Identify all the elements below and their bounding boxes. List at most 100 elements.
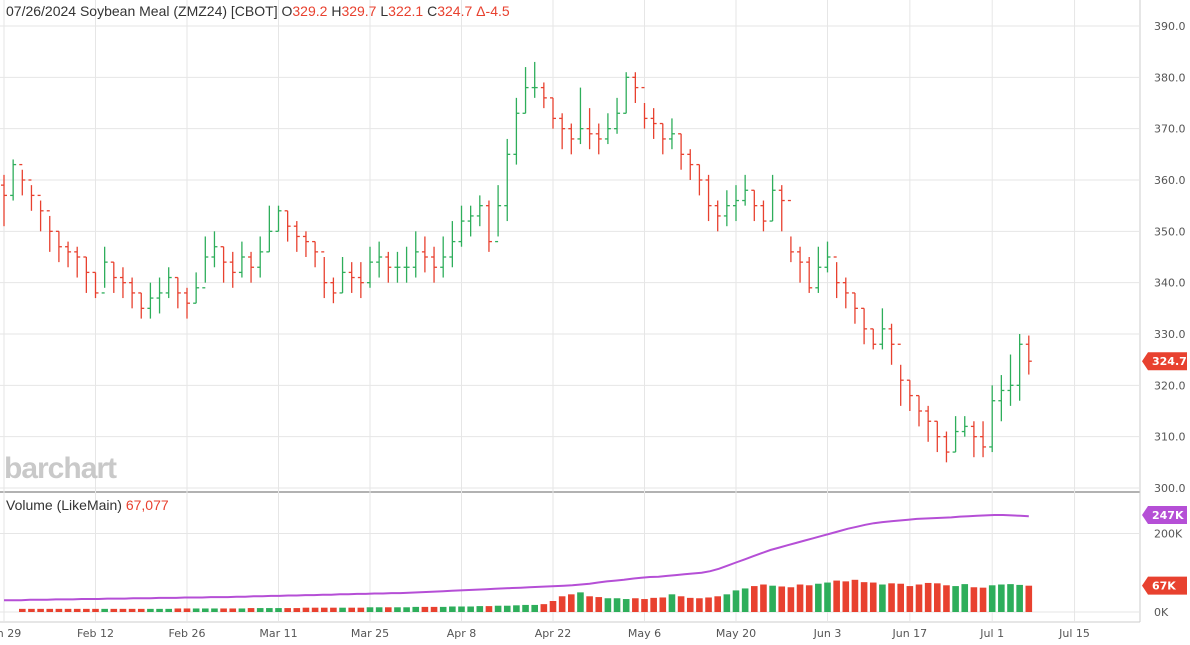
header-date: 07/26/2024 xyxy=(6,3,77,19)
price-bar xyxy=(760,200,767,232)
volume-bar xyxy=(549,601,557,612)
volume-tick-label: 200K xyxy=(1154,527,1183,540)
price-tick-label: 380.0 xyxy=(1154,71,1186,84)
volume-bar xyxy=(650,597,657,612)
volume-bar xyxy=(805,585,813,612)
price-bar xyxy=(586,108,593,150)
volume-bar xyxy=(192,608,200,612)
volume-bar xyxy=(302,607,310,612)
price-bar xyxy=(952,416,959,453)
volume-bar xyxy=(165,608,172,612)
price-bar xyxy=(119,267,126,299)
volume-bar xyxy=(888,583,895,612)
price-bar xyxy=(421,236,428,273)
date-tick-label: Jun 3 xyxy=(813,627,842,640)
volume-bar xyxy=(330,607,337,612)
volume-bar xyxy=(92,608,99,612)
price-bar xyxy=(861,307,868,345)
price-bar xyxy=(412,231,419,278)
price-bar xyxy=(668,118,675,150)
price-bar xyxy=(550,97,556,129)
price-bar xyxy=(1025,335,1032,375)
volume-bar xyxy=(449,606,456,612)
price-tick-label: 340.0 xyxy=(1154,277,1186,290)
price-bar xyxy=(632,72,639,103)
price-bar xyxy=(238,241,245,278)
price-bar xyxy=(19,163,26,196)
volume-bar xyxy=(375,607,383,612)
price-bar xyxy=(641,86,648,129)
price-bar xyxy=(165,267,172,299)
volume-bar xyxy=(229,608,237,612)
volume-bar xyxy=(686,597,694,612)
volume-bar xyxy=(568,594,575,612)
price-bar xyxy=(220,246,227,283)
price-bar xyxy=(650,108,657,139)
price-bar xyxy=(998,375,1005,422)
price-bar xyxy=(431,246,438,283)
price-bar xyxy=(595,123,602,155)
volume-bar xyxy=(403,607,410,612)
price-bar xyxy=(815,246,822,293)
volume-bar xyxy=(760,584,767,612)
price-bar xyxy=(467,205,474,237)
volume-bar xyxy=(439,606,447,612)
price-bar xyxy=(687,149,694,180)
price-bar xyxy=(888,323,895,365)
price-bar xyxy=(897,343,904,406)
price-bar xyxy=(229,251,236,288)
volume-bar xyxy=(485,606,493,612)
price-bar xyxy=(321,251,328,299)
volume-bar xyxy=(851,579,859,612)
volume-bar xyxy=(421,606,429,612)
price-bar xyxy=(824,241,831,273)
volume-bar xyxy=(641,599,648,612)
volume-bar xyxy=(211,608,218,612)
price-bar xyxy=(806,257,813,293)
volume-bar xyxy=(311,607,319,612)
price-bar xyxy=(138,292,145,319)
volume-bar xyxy=(970,587,978,612)
volume-bar xyxy=(156,608,163,612)
volume-bar xyxy=(476,606,484,612)
volume-bar xyxy=(394,607,401,612)
volume-bar xyxy=(202,608,209,612)
volume-last-tag: 67K xyxy=(1142,576,1187,595)
price-bar xyxy=(1,174,7,227)
price-bar xyxy=(906,379,913,411)
price-axis: 390.0 380.0 370.0 360.0 350.0 340.0 330.0 320.0… xyxy=(1154,20,1186,619)
header-change: -4.5 xyxy=(485,3,510,19)
price-bar xyxy=(623,72,630,114)
volume-bar xyxy=(19,608,26,612)
volume-bar xyxy=(668,594,676,612)
volume-bar xyxy=(842,581,850,612)
price-bar xyxy=(339,257,346,294)
price-bar xyxy=(989,385,996,453)
header-close-label: C xyxy=(427,3,438,19)
volume-average-tag-text: 247K xyxy=(1152,509,1184,522)
volume-bars xyxy=(19,579,1033,612)
volume-bar xyxy=(513,605,520,612)
volume-bar xyxy=(613,598,621,612)
price-bar xyxy=(970,421,977,458)
volume-last-tag-text: 67K xyxy=(1152,580,1176,593)
price-tick-label: 310.0 xyxy=(1154,431,1186,444)
volume-bar xyxy=(540,604,548,612)
volume-bar xyxy=(238,608,246,612)
price-bar xyxy=(293,221,300,252)
volume-bar xyxy=(998,584,1005,612)
volume-bar xyxy=(824,582,831,612)
price-bar xyxy=(714,200,721,232)
price-bar xyxy=(1016,334,1023,401)
volume-bar xyxy=(705,597,712,612)
price-bar xyxy=(696,163,703,196)
price-bar xyxy=(211,231,218,268)
volume-bar xyxy=(174,608,182,612)
price-bar xyxy=(925,405,932,442)
price-bars xyxy=(1,61,1032,463)
price-bar xyxy=(348,262,355,293)
volume-bar xyxy=(37,608,44,612)
date-tick-label: Jul 15 xyxy=(1058,627,1090,640)
volume-average-tag: 247K xyxy=(1142,506,1187,524)
